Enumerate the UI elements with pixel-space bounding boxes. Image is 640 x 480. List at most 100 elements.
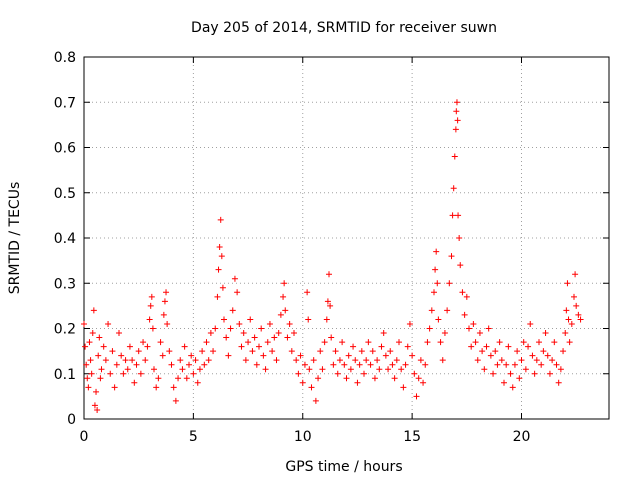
data-point xyxy=(432,266,439,273)
x-tick-label: 5 xyxy=(189,429,198,445)
data-point xyxy=(404,343,411,350)
data-point xyxy=(161,298,168,305)
y-tick-label: 0.8 xyxy=(54,50,76,66)
data-point xyxy=(522,366,529,373)
data-point xyxy=(231,275,238,282)
data-point xyxy=(96,334,103,341)
data-point xyxy=(90,307,97,314)
data-point xyxy=(181,343,188,350)
data-point xyxy=(205,357,212,364)
data-point xyxy=(280,293,287,300)
data-point xyxy=(247,316,254,323)
data-point xyxy=(242,357,249,364)
data-point xyxy=(281,280,288,287)
data-point xyxy=(516,375,523,382)
data-point xyxy=(203,339,210,346)
data-point xyxy=(146,316,153,323)
data-point xyxy=(212,325,219,332)
data-point xyxy=(466,325,472,332)
data-point xyxy=(571,293,577,300)
data-point xyxy=(463,293,470,300)
data-point xyxy=(540,348,547,355)
data-point xyxy=(105,320,112,327)
data-point xyxy=(560,348,567,355)
data-point xyxy=(400,384,407,391)
data-point xyxy=(533,357,540,364)
data-point xyxy=(507,370,514,377)
data-points xyxy=(81,99,584,413)
data-point xyxy=(175,375,182,382)
data-point xyxy=(525,343,532,350)
data-point xyxy=(172,397,179,404)
data-point xyxy=(542,330,549,337)
data-point xyxy=(347,366,354,373)
data-point xyxy=(494,361,501,368)
data-point xyxy=(284,334,291,341)
data-point xyxy=(470,320,477,327)
data-point xyxy=(511,361,518,368)
data-point xyxy=(428,307,435,314)
data-point xyxy=(378,343,385,350)
data-point xyxy=(196,366,203,373)
data-point xyxy=(215,266,222,273)
data-point xyxy=(417,357,424,364)
data-point xyxy=(332,348,339,355)
x-axis-label: GPS time / hours xyxy=(285,459,402,475)
data-point xyxy=(315,375,322,382)
data-point xyxy=(238,343,245,350)
data-point xyxy=(256,343,262,350)
data-point xyxy=(426,325,433,332)
data-point xyxy=(88,370,95,377)
data-point xyxy=(85,384,92,391)
data-point xyxy=(188,352,195,359)
data-point xyxy=(387,348,394,355)
data-point xyxy=(446,280,453,287)
data-point xyxy=(485,325,492,332)
data-point xyxy=(116,330,122,337)
data-point xyxy=(87,357,94,364)
data-point xyxy=(459,289,466,296)
data-point xyxy=(137,370,144,377)
data-point xyxy=(455,212,462,219)
data-point xyxy=(420,379,427,386)
data-point xyxy=(293,357,300,364)
data-point xyxy=(249,348,256,355)
data-point xyxy=(327,302,334,309)
data-point xyxy=(431,289,437,296)
grid-lines xyxy=(84,57,609,419)
data-point xyxy=(527,320,534,327)
y-tick-label: 0.5 xyxy=(54,186,76,202)
data-point xyxy=(177,357,184,364)
data-point xyxy=(260,352,267,359)
data-point xyxy=(536,339,542,346)
data-point xyxy=(168,361,175,368)
x-tick-label: 0 xyxy=(80,429,89,445)
data-point xyxy=(282,307,289,314)
data-point xyxy=(503,361,510,368)
data-point xyxy=(148,293,155,300)
data-point xyxy=(350,343,357,350)
data-point xyxy=(505,343,512,350)
data-point xyxy=(83,361,90,368)
y-axis-label: SRMTID / TECUs xyxy=(7,182,23,295)
data-point xyxy=(406,320,413,327)
data-point xyxy=(269,348,276,355)
data-point xyxy=(216,244,223,251)
data-point xyxy=(214,293,221,300)
data-point xyxy=(575,311,582,318)
data-point xyxy=(124,366,131,373)
data-point xyxy=(563,307,570,314)
data-point xyxy=(153,384,160,391)
data-point xyxy=(305,316,312,323)
data-point xyxy=(572,271,579,278)
data-point xyxy=(84,375,91,382)
data-point xyxy=(94,406,101,413)
data-point xyxy=(341,361,348,368)
data-point xyxy=(562,330,569,337)
y-tick-label: 0.7 xyxy=(54,95,76,111)
data-point xyxy=(461,311,468,318)
data-point xyxy=(345,352,352,359)
data-point xyxy=(264,339,271,346)
data-point xyxy=(218,253,225,260)
data-point xyxy=(457,262,464,269)
